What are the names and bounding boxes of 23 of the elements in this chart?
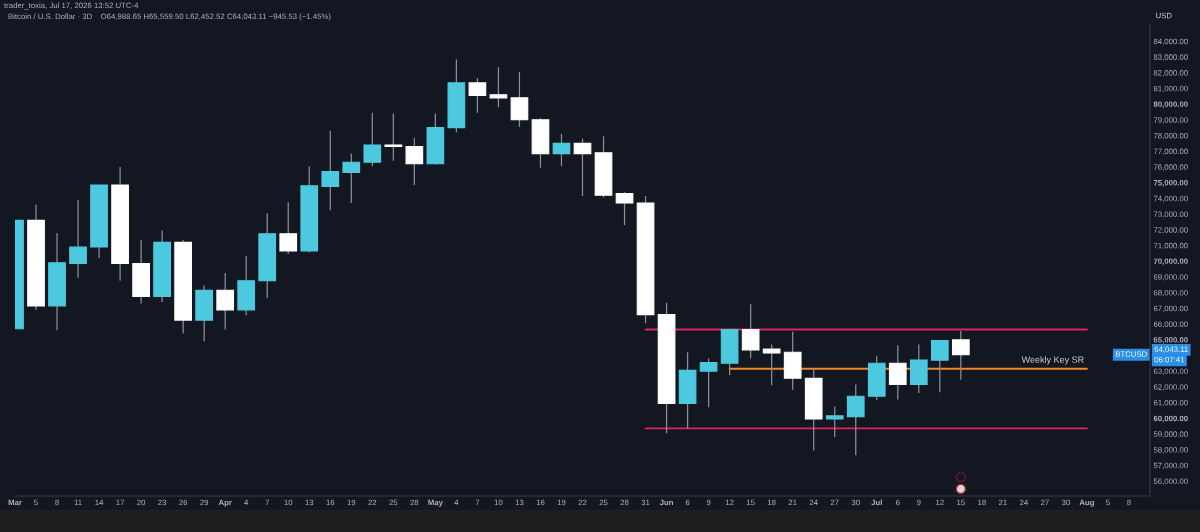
candlestick: [762, 343, 781, 386]
candlestick: [363, 112, 382, 167]
candlestick: [699, 357, 718, 408]
candlestick: [468, 77, 487, 114]
candlestick: [741, 303, 760, 360]
candlestick: [384, 112, 403, 162]
candlestick: [489, 66, 508, 108]
candlestick: [825, 405, 844, 438]
candlestick: [951, 330, 970, 381]
candlestick: [846, 383, 865, 456]
candlestick: [930, 339, 949, 393]
candlestick: [573, 138, 592, 197]
series-label: Weekly Key SR: [1021, 356, 1084, 365]
candlestick: [405, 137, 424, 186]
candlestick: [279, 201, 298, 255]
candlestick: [888, 344, 907, 401]
candlestick: [342, 152, 361, 204]
candlestick: [615, 191, 634, 226]
candlestick: [510, 71, 529, 128]
candlestick: [552, 133, 571, 167]
candlestick: [321, 130, 340, 211]
candlestick: [69, 199, 87, 279]
candlestick: [216, 272, 235, 331]
